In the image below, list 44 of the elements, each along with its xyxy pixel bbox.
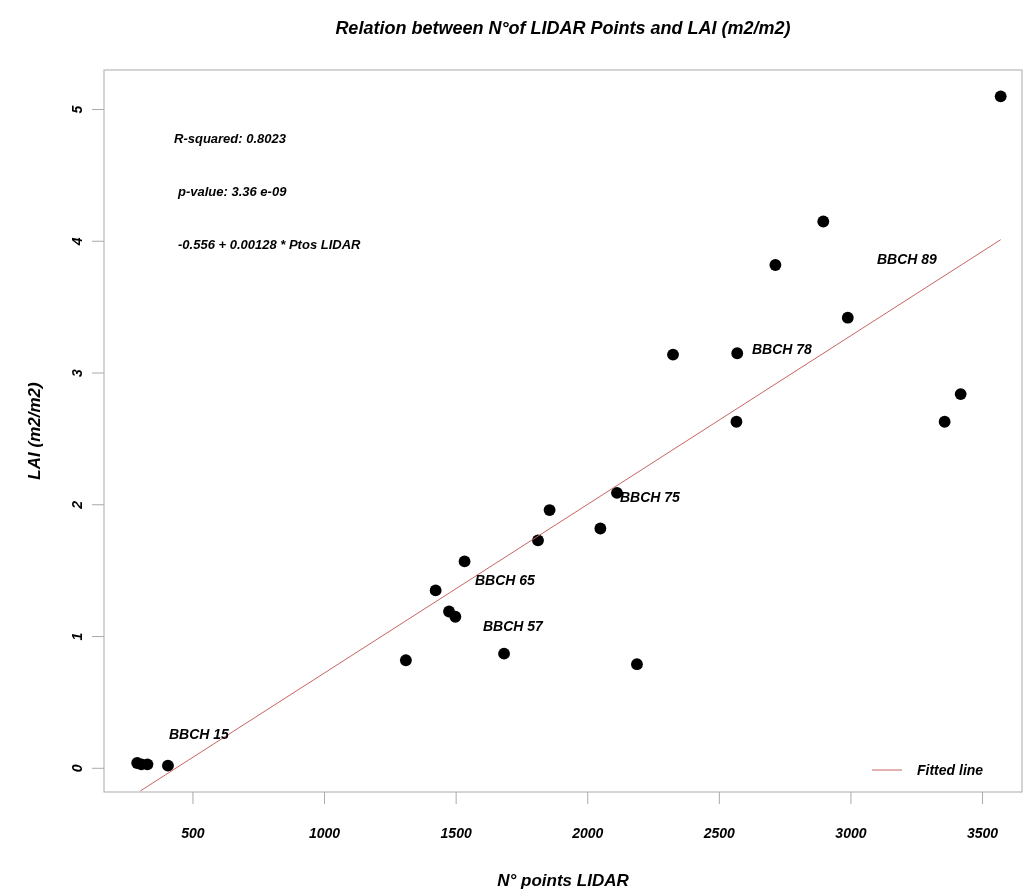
x-tick-label: 1500	[440, 825, 472, 841]
x-tick-label: 2000	[571, 825, 604, 841]
point	[449, 610, 462, 623]
y-tick-label: 0	[68, 764, 85, 773]
point	[994, 90, 1007, 103]
x-tick-label: 1000	[308, 825, 341, 841]
point	[399, 654, 412, 667]
y-axis-title: LAI (m2/m2)	[25, 382, 44, 480]
annotation: R-squared: 0.8023	[174, 130, 287, 146]
annotation: -0.556 + 0.00128 * Ptos LIDAR	[178, 236, 362, 252]
y-tick-label: 3	[68, 368, 85, 377]
point	[954, 388, 967, 401]
point	[769, 259, 782, 271]
point	[458, 555, 471, 568]
point	[594, 522, 607, 535]
x-axis-title: N° points LIDAR	[497, 871, 630, 890]
point	[938, 415, 951, 428]
point	[429, 584, 442, 597]
point	[841, 311, 854, 324]
annotation: BBCH 57	[483, 617, 545, 634]
point	[731, 347, 744, 360]
point	[543, 504, 556, 516]
y-tick-label: 2	[68, 500, 85, 510]
point	[631, 658, 643, 671]
annotation: BBCH 75	[620, 488, 681, 505]
x-tick-label: 500	[181, 825, 205, 841]
point	[162, 759, 174, 772]
y-tick-label: 5	[68, 105, 85, 114]
x-tick-label: 2500	[702, 825, 736, 841]
y-tick-label: 4	[68, 237, 85, 247]
point	[498, 647, 510, 660]
chart-title: Relation between N°of LIDAR Points and LAI (m2/m2)	[335, 18, 791, 38]
y-tick-label: 1	[68, 632, 85, 641]
annotation: BBCH 78	[752, 340, 813, 357]
x-tick-label: 3000	[835, 825, 867, 841]
annotation: BBCH 65	[475, 571, 536, 588]
annotation: p-value: 3.36 e-09	[177, 183, 288, 199]
point	[667, 348, 679, 361]
annotation: BBCH 89	[877, 250, 938, 267]
legend-label: Fitted line	[917, 761, 984, 778]
point	[817, 215, 830, 228]
point	[730, 415, 743, 428]
x-tick-label: 3500	[966, 825, 999, 841]
annotation: BBCH 15	[169, 725, 230, 742]
